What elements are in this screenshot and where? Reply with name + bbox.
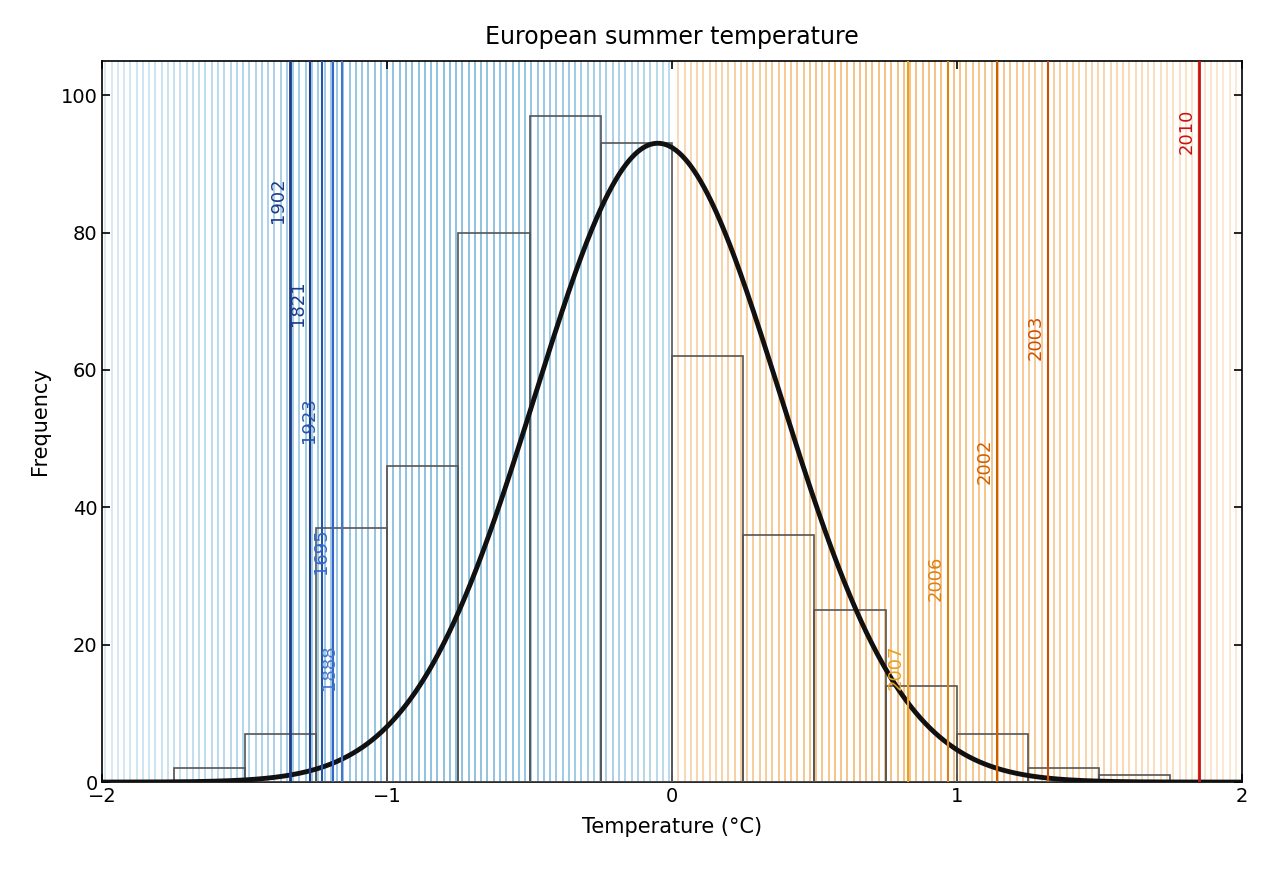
- Bar: [387, 466, 458, 782]
- Text: 1821: 1821: [289, 281, 307, 326]
- Bar: [530, 116, 600, 782]
- Text: 1888: 1888: [320, 645, 338, 690]
- Text: 1695: 1695: [311, 528, 330, 574]
- Y-axis label: Frequency: Frequency: [29, 368, 50, 475]
- Title: European summer temperature: European summer temperature: [485, 25, 859, 50]
- Bar: [814, 610, 886, 782]
- Text: 2006: 2006: [927, 555, 945, 600]
- X-axis label: Temperature (°C): Temperature (°C): [582, 817, 762, 837]
- Text: 2010: 2010: [1178, 109, 1196, 155]
- Bar: [174, 768, 244, 782]
- Bar: [1028, 768, 1100, 782]
- Bar: [672, 356, 744, 782]
- Bar: [458, 233, 530, 782]
- Text: 2003: 2003: [1027, 315, 1044, 361]
- Bar: [886, 686, 957, 782]
- Bar: [1100, 775, 1170, 782]
- Text: 1902: 1902: [269, 177, 287, 223]
- Bar: [744, 534, 814, 782]
- Text: 1923: 1923: [301, 397, 319, 443]
- Text: 2007: 2007: [887, 645, 905, 690]
- Bar: [600, 143, 672, 782]
- Bar: [316, 528, 387, 782]
- Text: 2002: 2002: [975, 439, 993, 484]
- Bar: [956, 734, 1028, 782]
- Bar: [244, 734, 316, 782]
